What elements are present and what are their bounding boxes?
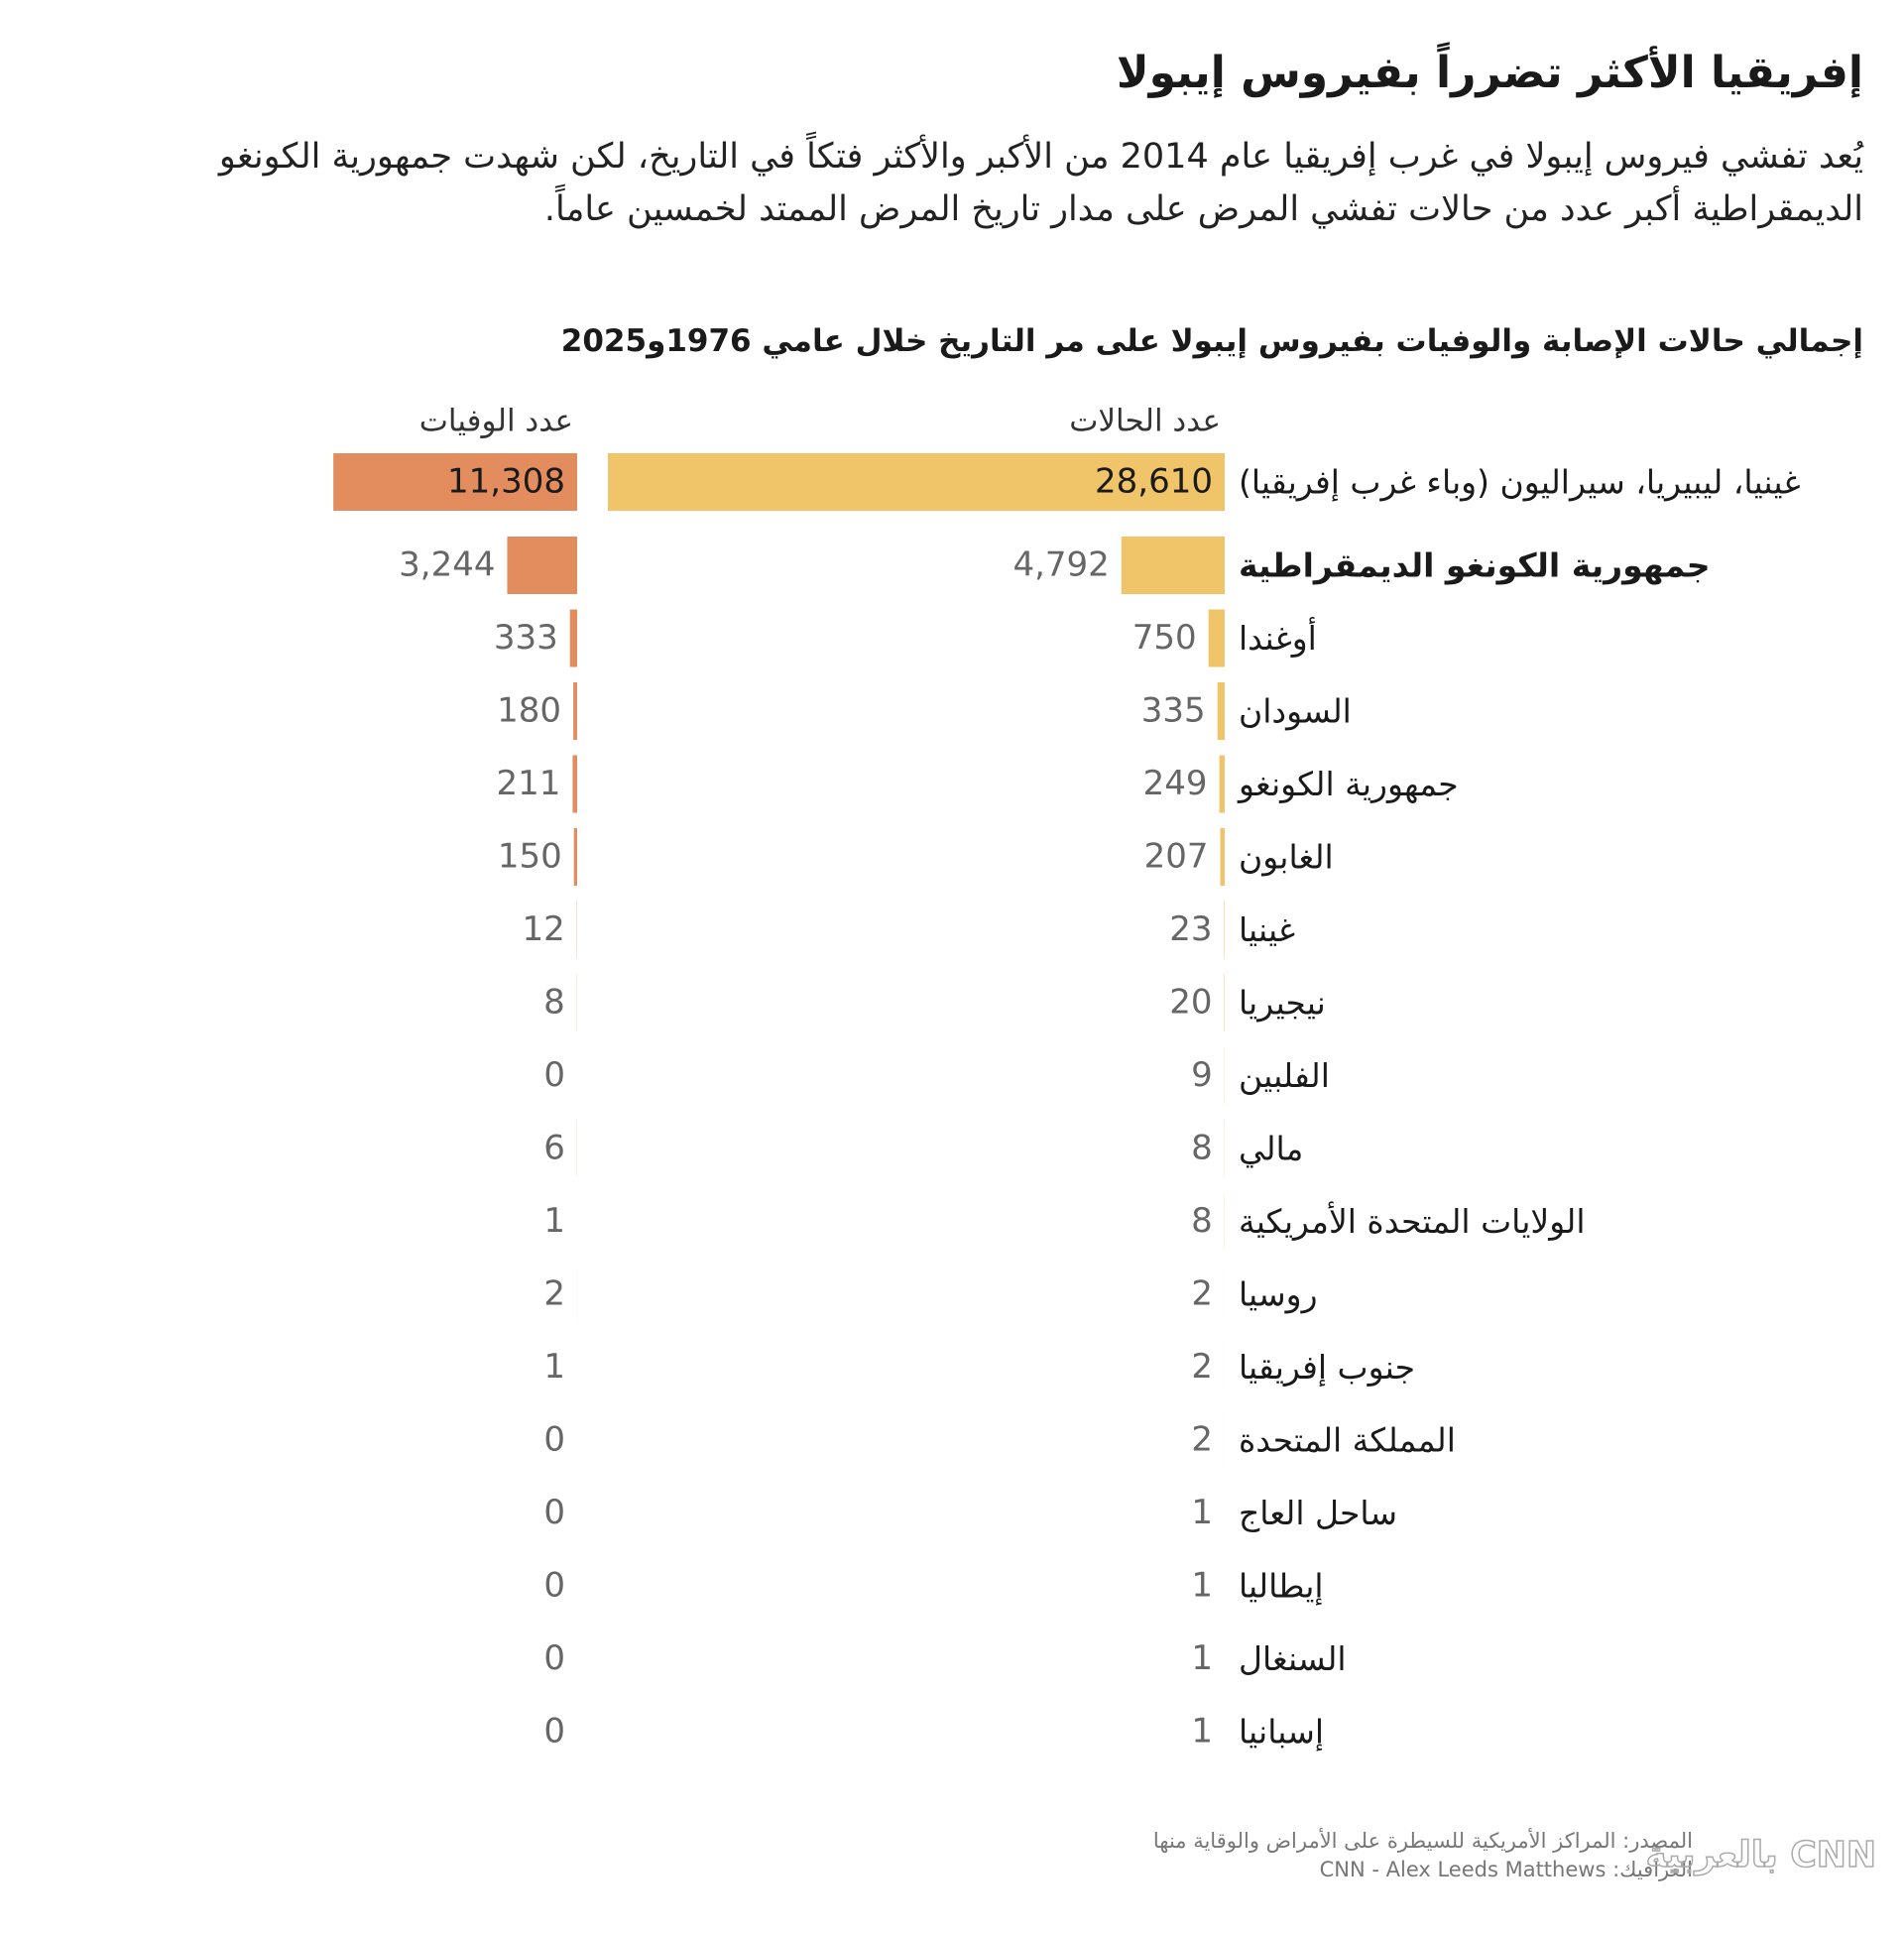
- category-label: غينيا، ليبيريا، سيراليون (وباء غرب إفريق…: [1239, 463, 1801, 503]
- bar: [1208, 609, 1225, 667]
- category-label: نيجيريا: [1239, 984, 1326, 1023]
- logo: CNN بالعربية: [1645, 1835, 1876, 1875]
- category-label: أوغندا: [1239, 617, 1317, 658]
- value-label: 1: [1191, 1493, 1213, 1532]
- value-label: 6: [543, 1129, 565, 1168]
- value-label: 4,792: [1012, 545, 1109, 585]
- category-label: السودان: [1239, 692, 1352, 731]
- bar: [1121, 537, 1225, 594]
- bar: [333, 453, 577, 511]
- category-label: المملكة المتحدة: [1239, 1421, 1456, 1460]
- category-label: ساحل العاج: [1239, 1494, 1397, 1533]
- value-label: 1: [1191, 1638, 1213, 1678]
- value-label: 211: [497, 764, 561, 803]
- value-label: 2: [1191, 1420, 1213, 1460]
- bar: [1219, 755, 1225, 813]
- category-label: جمهورية الكونغو: [1237, 765, 1459, 803]
- value-label: 28,610: [1095, 462, 1213, 502]
- value-label: 1: [543, 1201, 565, 1241]
- bar: [1224, 901, 1225, 959]
- category-label: إيطاليا: [1239, 1567, 1324, 1607]
- value-label: 12: [522, 909, 564, 949]
- chart-title: إجمالي حالات الإصابة والوفيات بفيروس إيب…: [560, 323, 1863, 359]
- category-label: روسيا: [1239, 1275, 1318, 1314]
- value-label: 1: [543, 1347, 565, 1387]
- value-label: 8: [1191, 1201, 1213, 1241]
- value-label: 0: [543, 1055, 565, 1095]
- value-label: 3,244: [399, 545, 495, 585]
- value-label: 2: [1191, 1347, 1213, 1387]
- value-label: 180: [497, 691, 561, 731]
- series-label: عدد الحالات: [1069, 404, 1221, 439]
- category-label: الغابون: [1239, 838, 1334, 877]
- value-label: 0: [543, 1493, 565, 1532]
- value-label: 2: [1191, 1274, 1213, 1314]
- value-label: 333: [494, 618, 558, 658]
- source: المصدر: المراكز الأمريكية للسيطرة على ال…: [1153, 1828, 1693, 1853]
- value-label: 335: [1141, 691, 1206, 731]
- value-label: 150: [498, 837, 562, 877]
- category-label: السنغال: [1239, 1639, 1347, 1678]
- bar: [573, 682, 577, 740]
- title: إفريقيا الأكثر تضرراً بفيروس إيبولا: [1116, 48, 1863, 98]
- category-label: جمهورية الكونغو الديمقراطية: [1239, 546, 1711, 586]
- value-label: 20: [1169, 983, 1212, 1023]
- value-label: 11,308: [447, 462, 565, 502]
- value-label: 750: [1132, 618, 1197, 658]
- credit: الغرافيك: CNN - Alex Leeds Matthews: [1320, 1858, 1693, 1881]
- bar: [569, 609, 577, 667]
- bar: [572, 755, 577, 813]
- category-label: الولايات المتحدة الأمريكية: [1239, 1201, 1585, 1241]
- bar: [1217, 682, 1225, 740]
- subtitle: يُعد تفشي فيروس إيبولا في غرب إفريقيا عا…: [218, 137, 1863, 229]
- value-label: 8: [1191, 1129, 1213, 1168]
- bar: [573, 828, 577, 886]
- value-label: 8: [543, 983, 565, 1023]
- bar: [1220, 828, 1225, 886]
- value-label: 2: [543, 1274, 565, 1314]
- value-label: 0: [543, 1712, 565, 1752]
- value-label: 0: [543, 1420, 565, 1460]
- value-label: 249: [1143, 764, 1208, 803]
- bar: [507, 537, 577, 594]
- value-label: 0: [543, 1638, 565, 1678]
- value-label: 23: [1169, 909, 1212, 949]
- bar: [608, 453, 1225, 511]
- category-label: غينيا: [1239, 910, 1295, 949]
- series-label: عدد الوفيات: [419, 404, 573, 439]
- value-label: 0: [543, 1566, 565, 1606]
- value-label: 207: [1144, 837, 1209, 877]
- category-label: مالي: [1239, 1130, 1303, 1168]
- value-label: 9: [1191, 1055, 1213, 1095]
- value-label: 1: [1191, 1712, 1213, 1752]
- category-label: إسبانيا: [1239, 1713, 1324, 1753]
- value-label: 1: [1191, 1566, 1213, 1606]
- category-label: جنوب إفريقيا: [1239, 1348, 1415, 1388]
- category-label: الفلبين: [1239, 1056, 1330, 1095]
